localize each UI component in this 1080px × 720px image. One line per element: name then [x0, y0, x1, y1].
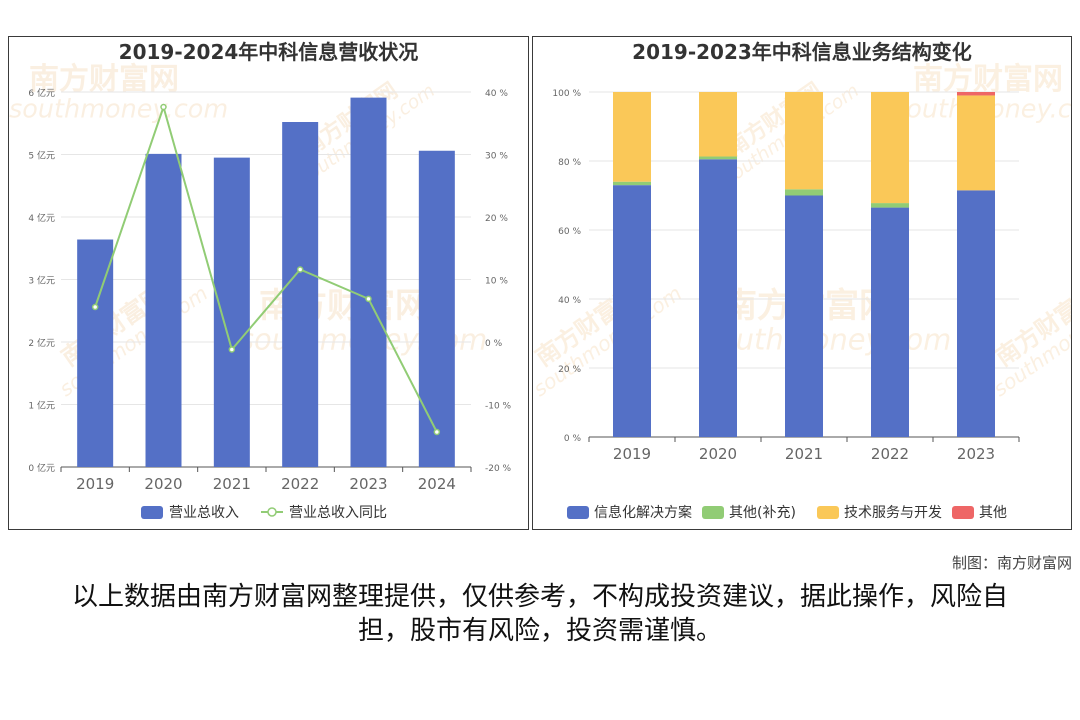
bar-segment-solutions — [871, 207, 909, 437]
y-left-tick-label: 6 亿元 — [28, 87, 55, 99]
legend-label-other: 其他 — [979, 505, 1007, 521]
bar-segment-tech-services — [785, 92, 823, 190]
bar-segment-solutions — [699, 159, 737, 437]
point-revenue-yoy — [365, 295, 372, 303]
bar-segment-solutions — [957, 190, 995, 437]
bar-segment-tech-services — [699, 92, 737, 157]
bar-segment-tech-services — [871, 92, 909, 204]
y-tick-label: 60 % — [558, 227, 581, 237]
point-revenue-yoy — [228, 346, 236, 353]
bar-segment-other — [957, 92, 995, 96]
line-revenue-yoy — [94, 103, 438, 433]
y-right-tick-label: -20 % — [485, 464, 512, 474]
bar-segment-tech-services — [613, 92, 651, 182]
point-revenue-yoy — [296, 266, 304, 273]
y-tick-label: 80 % — [558, 158, 581, 168]
bar-revenue — [282, 122, 319, 467]
legend-label-revenue: 营业总收入 — [169, 505, 239, 521]
legend-label-revenue-yoy: 营业总收入同比 — [289, 505, 387, 521]
x-tick-label: 2023 — [957, 445, 995, 463]
y-right-tick-label: 10 % — [485, 277, 508, 287]
y-right-tick-label: 40 % — [485, 89, 508, 99]
legend-swatch-other-supplement — [702, 506, 724, 519]
disclaimer-text: 以上数据由南方财富网整理提供，仅供参考，不构成投资建议，据此操作，风险自担，股市… — [71, 582, 1008, 646]
y-tick-label: 0 % — [564, 434, 582, 444]
y-left-tick-label: 2 亿元 — [28, 337, 55, 349]
legend-label-solutions: 信息化解决方案 — [594, 504, 692, 521]
bar-segment-solutions — [785, 195, 823, 437]
chart-title: 2019-2024年中科信息营收状况 — [119, 40, 419, 64]
revenue-chart-panel: 南方财富网southmoney.com南方财富网southmoney.com南方… — [8, 36, 529, 530]
y-tick-label: 20 % — [558, 365, 581, 375]
y-left-tick-label: 3 亿元 — [28, 275, 55, 287]
x-tick-label: 2022 — [871, 445, 909, 463]
bar-revenue — [77, 239, 114, 467]
legend-swatch-revenue — [141, 506, 163, 519]
x-tick-label: 2021 — [213, 475, 251, 493]
y-left-tick-label: 1 亿元 — [28, 400, 55, 412]
bar-segment-solutions — [613, 185, 651, 437]
bar-revenue — [145, 153, 182, 467]
chart-title: 2019-2023年中科信息业务结构变化 — [632, 40, 972, 64]
bar-revenue — [350, 97, 387, 467]
x-tick-label: 2023 — [349, 475, 387, 493]
watermark-text-en: southmoney.com — [703, 322, 951, 356]
bar-segment-tech-services — [957, 95, 995, 191]
y-left-tick-label: 4 亿元 — [28, 212, 55, 224]
y-right-tick-label: 30 % — [485, 152, 508, 162]
bar-segment-other-supplement — [785, 189, 823, 196]
x-tick-label: 2019 — [76, 475, 114, 493]
bar-segment-other-supplement — [699, 156, 737, 160]
watermark-text-cn: 南方财富网 — [913, 62, 1063, 97]
watermark-text-en: southmoney.com — [9, 95, 228, 125]
bar-segment-other-supplement — [871, 203, 909, 208]
bar-segment-other-supplement — [613, 181, 651, 186]
legend-swatch-tech-services — [817, 506, 839, 519]
legend-swatch-other — [952, 506, 974, 519]
point-revenue-yoy — [160, 103, 167, 111]
revenue-chart: 南方财富网southmoney.com南方财富网southmoney.com南方… — [9, 40, 512, 521]
point-revenue-yoy — [433, 428, 441, 436]
y-right-tick-label: 0 % — [485, 339, 503, 349]
point-revenue-yoy — [91, 303, 99, 311]
legend-label-other-supplement: 其他(补充) — [729, 505, 796, 521]
y-right-tick-label: 20 % — [485, 214, 508, 224]
x-tick-label: 2020 — [699, 445, 737, 463]
x-tick-label: 2019 — [613, 445, 651, 463]
y-left-tick-label: 0 亿元 — [28, 462, 55, 474]
x-tick-label: 2021 — [785, 445, 823, 463]
legend-marker-revenue-yoy — [267, 507, 277, 517]
y-left-tick-label: 5 亿元 — [28, 150, 55, 162]
y-right-tick-label: -10 % — [485, 402, 512, 412]
x-tick-label: 2020 — [144, 475, 182, 493]
legend-swatch-solutions — [567, 506, 589, 519]
bar-revenue — [418, 150, 455, 467]
chart-credit: 制图：南方财富网 — [951, 554, 1072, 572]
legend-label-tech-services: 技术服务与开发 — [844, 505, 942, 521]
y-tick-label: 40 % — [558, 296, 581, 306]
bar-revenue — [213, 157, 250, 467]
business-structure-chart: 南方财富网southmoney.com南方财富网southmoney.com南方… — [529, 40, 1080, 521]
watermark-text-cn: 南方财富网 — [29, 62, 179, 97]
x-tick-label: 2022 — [281, 475, 319, 493]
x-tick-label: 2024 — [418, 475, 456, 493]
business-structure-chart-panel: 南方财富网 southmoney.com 南方财富网 southmoney.com 南方… — [529, 36, 1080, 530]
y-tick-label: 100 % — [552, 89, 581, 99]
